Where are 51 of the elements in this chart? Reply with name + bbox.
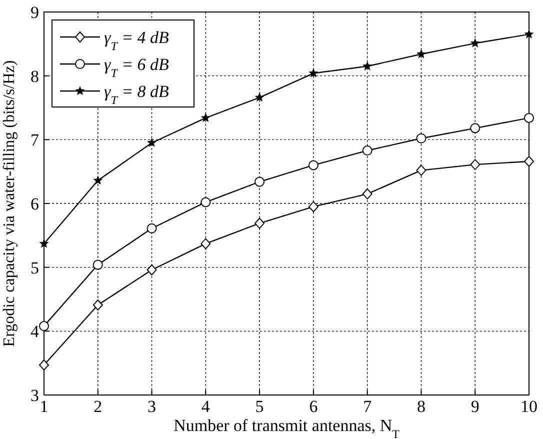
point	[470, 159, 480, 170]
point	[470, 123, 480, 134]
x-tick-label: 8	[416, 397, 426, 416]
point	[147, 138, 156, 147]
point	[416, 49, 426, 58]
point	[92, 260, 103, 270]
x-tick-label: 5	[255, 397, 264, 416]
point	[308, 160, 318, 170]
x-axis-title: Number of transmit antennas, N$_{T}$	[174, 416, 400, 439]
point	[39, 360, 49, 370]
point	[524, 156, 534, 167]
point	[308, 68, 318, 78]
x-tick-label: 10	[520, 397, 538, 416]
point	[201, 113, 210, 122]
x-tick-label: 7	[363, 397, 372, 416]
point	[255, 92, 264, 102]
y-tick-label: 9	[30, 3, 39, 22]
x-tick-label: 9	[470, 397, 480, 416]
point	[146, 223, 157, 234]
x-tick-label: 4	[201, 397, 210, 416]
point	[524, 112, 534, 123]
y-tick-label: 6	[30, 194, 39, 214]
point	[362, 146, 372, 156]
point	[39, 238, 49, 248]
x-tick-label: 6	[309, 397, 318, 416]
point	[146, 264, 157, 276]
point	[254, 218, 265, 229]
point	[39, 321, 49, 332]
x-tick-label: 3	[148, 397, 156, 416]
y-tick-label: 8	[30, 66, 39, 86]
legend-label: γ$_{T}$ = 6 dB	[104, 55, 170, 80]
point	[416, 133, 426, 144]
point	[362, 188, 372, 200]
y-tick-label: 4	[30, 322, 40, 342]
y-tick-label: 5	[30, 258, 39, 278]
legend-label: γ$_{T}$ = 4 dB	[104, 28, 170, 53]
legend-label: γ$_{T}$ = 8 dB	[104, 82, 170, 107]
point	[254, 176, 265, 187]
point	[416, 164, 426, 176]
point	[362, 62, 372, 70]
x-tick-label: 1	[40, 397, 48, 416]
point	[93, 176, 102, 184]
y-tick-label: 7	[30, 130, 40, 150]
point	[308, 201, 318, 212]
y-axis-title: Ergodic capacity via water-filling (bits/s/Hz)	[1, 60, 18, 347]
x-tick-label: 2	[94, 397, 102, 416]
point	[200, 238, 211, 250]
point	[92, 299, 103, 310]
point	[200, 197, 211, 208]
point	[524, 30, 534, 38]
point	[470, 38, 480, 48]
